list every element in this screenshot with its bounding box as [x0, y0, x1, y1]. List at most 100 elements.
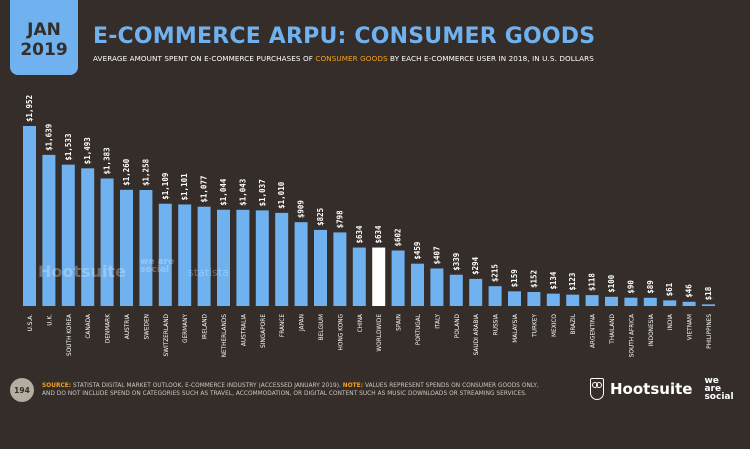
category-label: CANADA [86, 314, 92, 339]
bar-spain [391, 250, 405, 306]
data-label: $61 [665, 282, 674, 296]
category-label: CHINA [358, 314, 364, 332]
date-tag: JAN 2019 [10, 0, 78, 75]
category-label: AUSTRIA [125, 314, 131, 339]
bar-mexico [546, 293, 560, 306]
data-label: $459 [413, 241, 422, 260]
chart-subtitle: AVERAGE AMOUNT SPENT ON E-COMMERCE PURCH… [93, 54, 594, 63]
bar-philippines [702, 304, 715, 306]
data-label: $1,533 [64, 133, 73, 161]
category-label: RUSSIA [494, 314, 500, 335]
category-label: GERMANY [183, 314, 189, 343]
category-label: AUSTRALIA [241, 314, 247, 346]
data-label: $1,260 [122, 158, 131, 186]
category-label: MEXICO [552, 314, 558, 337]
bar-belgium [314, 229, 327, 306]
data-label: $798 [335, 210, 344, 229]
data-label: $159 [510, 269, 519, 288]
data-label: $123 [568, 272, 577, 291]
page-number-badge: 194 [10, 378, 34, 402]
category-label: ITALY [435, 314, 441, 329]
category-label: MALAYSIA [513, 314, 519, 343]
date-month: JAN [27, 19, 61, 40]
data-label: $909 [297, 200, 306, 219]
bar-australia [236, 209, 250, 306]
data-label: $634 [374, 225, 383, 244]
bar-austria [120, 189, 133, 306]
bar-argentina [585, 295, 599, 306]
data-label: $134 [549, 271, 558, 290]
bar-sweden [139, 189, 153, 306]
category-label: VIETNAM [688, 314, 694, 340]
category-label: SWITZERLAND [164, 313, 170, 356]
category-label: SPAIN [397, 314, 403, 331]
category-label: TURKEY [532, 314, 538, 338]
category-label: SINGAPORE [261, 314, 267, 348]
chart-title: E-COMMERCE ARPU: CONSUMER GOODS [93, 24, 596, 49]
data-label: $1,077 [200, 176, 209, 203]
hootsuite-logo: Hootsuite [610, 380, 693, 398]
category-label: ARGENTINA [591, 314, 597, 348]
data-label: $1,044 [219, 178, 228, 206]
bar-china [352, 247, 366, 306]
category-label: POLAND [455, 313, 461, 338]
category-label: JAPAN [300, 314, 306, 332]
was-social: social [704, 392, 734, 402]
data-label: $100 [607, 274, 616, 293]
footer-line-1: SOURCE: STATISTA DIGITAL MARKET OUTLOOK,… [42, 382, 539, 390]
bar-india [663, 300, 677, 306]
we-are-social-logo: we are social [704, 377, 734, 402]
bar-italy [430, 268, 444, 306]
brand-logos: Hootsuite we are social [590, 377, 734, 402]
category-label: PHILIPPINES [707, 314, 713, 349]
hootsuite-owl-icon [590, 378, 604, 400]
bar-portugal [411, 263, 424, 306]
bar-japan [294, 222, 308, 306]
note-text: VALUES REPRESENT SPENDS ON CONSUMER GOOD… [363, 383, 539, 389]
category-label: SOUTH AFRICA [629, 314, 635, 357]
data-label: $1,101 [180, 173, 189, 201]
data-label: $1,037 [258, 179, 267, 206]
category-label: IRELAND [203, 313, 209, 339]
bar-singapore [255, 210, 269, 306]
data-label: $1,258 [141, 158, 150, 186]
data-label: $152 [529, 270, 538, 288]
data-label: $1,493 [83, 137, 92, 165]
data-label: $825 [316, 208, 325, 226]
data-label: $1,010 [277, 181, 286, 209]
data-label: $18 [704, 286, 713, 300]
data-label: $1,043 [238, 178, 247, 206]
category-label: PORTUGAL [416, 313, 422, 345]
data-label: $46 [685, 284, 694, 298]
bar-south-africa [624, 297, 638, 306]
bar-switzerland [158, 203, 172, 306]
category-label: WORLDWIDE [377, 314, 383, 352]
data-label: $294 [471, 256, 480, 275]
subtitle-pre: AVERAGE AMOUNT SPENT ON E-COMMERCE PURCH… [93, 54, 316, 63]
data-label: $1,109 [161, 172, 170, 200]
footer-source-note: SOURCE: STATISTA DIGITAL MARKET OUTLOOK,… [42, 382, 539, 398]
bar-denmark [100, 178, 114, 306]
category-label: SOUTH KOREA [67, 314, 73, 356]
bar-poland [449, 274, 463, 306]
bar-canada [81, 168, 95, 306]
data-label: $1,639 [44, 123, 53, 151]
footer-line-2: AND DO NOT INCLUDE SPEND ON CATEGORIES S… [42, 391, 527, 397]
data-label: $1,952 [25, 95, 34, 122]
watermark-statista: statista [188, 266, 229, 279]
category-label: U.K. [47, 314, 53, 326]
bar-germany [178, 204, 192, 306]
bar-hong-kong [333, 232, 347, 306]
note-label: NOTE: [342, 383, 364, 389]
category-label: BRAZIL [571, 313, 577, 334]
bar-brazil [566, 294, 580, 306]
category-label: DENMARK [106, 314, 112, 343]
bar-saudi-arabia [469, 278, 483, 306]
was-are: are [704, 384, 722, 394]
category-label: BELGIUM [319, 314, 325, 340]
bar-france [275, 212, 289, 306]
bar-russia [488, 286, 502, 306]
data-label: $407 [432, 246, 441, 264]
bar-chart: $1,952 U.S.A. $1,639 U.K. $1,533 SOUTH KOREA $… [23, 95, 715, 357]
category-label: HONG KONG [338, 313, 344, 350]
